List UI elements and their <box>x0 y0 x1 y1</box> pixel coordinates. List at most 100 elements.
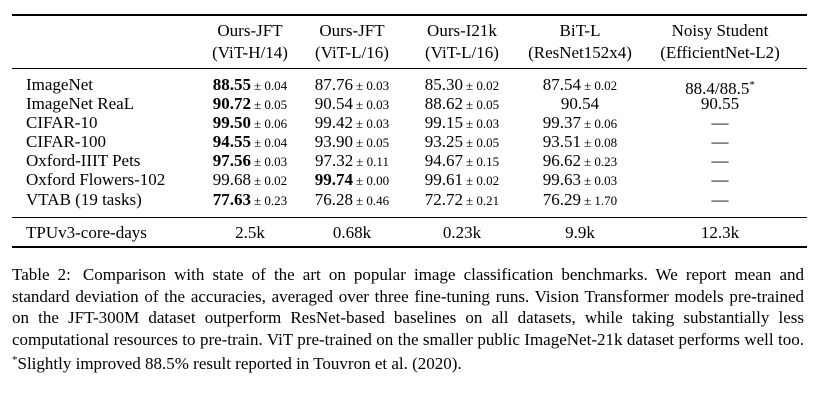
cell-std: ± 0.05 <box>466 97 500 112</box>
cell-value: 76.28 <box>314 190 354 209</box>
cell-std: ± 0.23 <box>254 193 288 208</box>
table-cell: — <box>645 132 795 152</box>
cell-std: ± 0.21 <box>466 193 500 208</box>
cost-cell: 12.3k <box>700 223 740 242</box>
caption-footnote: Slightly improved 88.5% result reported … <box>17 354 462 373</box>
table-cell: 97.56 ± 0.03 <box>175 151 325 172</box>
cell-std: ± 0.15 <box>466 154 500 169</box>
caption-label: Table 2: <box>12 265 71 284</box>
cell-value: 99.63 <box>542 170 582 189</box>
cell-std: ± 0.03 <box>584 173 618 188</box>
cell-value: 90.72 <box>212 94 252 113</box>
column-header-arch: (ViT-L/16) <box>315 43 389 62</box>
table-cell: 99.37 ± 0.06 <box>505 113 655 134</box>
cell-std: ± 0.11 <box>356 154 389 169</box>
cell-std: ± 0.06 <box>254 116 288 131</box>
table-cell: 99.42 ± 0.03 <box>277 113 427 134</box>
cell-value: 88.55 <box>212 75 252 94</box>
cost-cell: 0.68k <box>332 223 372 242</box>
row-label: VTAB (19 tasks) <box>26 190 142 209</box>
cell-std: ± 0.06 <box>584 116 618 131</box>
cell-std: ± 0.02 <box>584 78 618 93</box>
column-header: Ours-JFT (ViT-L/16) <box>292 20 412 64</box>
cell-value: 94.55 <box>212 132 252 151</box>
table-cell: 90.55 <box>645 94 795 114</box>
table-cell: — <box>645 113 795 133</box>
table-cell: 93.25 ± 0.05 <box>387 132 537 153</box>
cell-std: ± 0.02 <box>466 173 500 188</box>
cell-value: 97.32 <box>315 151 354 170</box>
row-label: Oxford-IIIT Pets <box>26 151 141 170</box>
cell-std: ± 0.02 <box>254 173 288 188</box>
cell-value: 90.54 <box>560 94 600 113</box>
table-cell: 76.28 ± 0.46 <box>277 190 427 211</box>
cell-value: 93.51 <box>542 132 582 151</box>
cell-value: 87.54 <box>542 75 582 94</box>
cell-std: ± 0.05 <box>356 135 390 150</box>
table-cell: 90.72 ± 0.05 <box>175 94 325 115</box>
row-label: ImageNet ReaL <box>26 94 135 113</box>
cell-value: — <box>711 113 729 132</box>
table-cell: 97.32 ± 0.11 <box>277 151 427 172</box>
row-label: CIFAR-100 <box>26 132 106 151</box>
cell-value: 96.62 <box>542 151 582 170</box>
cell-value: — <box>711 132 729 151</box>
table-cell: 93.90 ± 0.05 <box>277 132 427 153</box>
cell-value: 88.62 <box>424 94 464 113</box>
cell-value: 97.56 <box>212 151 252 170</box>
cell-value: 99.15 <box>424 113 464 132</box>
column-header-model: BiT-L <box>559 21 601 40</box>
cell-value: 99.37 <box>542 113 582 132</box>
table-cell: 88.55 ± 0.04 <box>175 75 325 96</box>
table-cell: 99.15 ± 0.03 <box>387 113 537 134</box>
cell-value: 93.25 <box>424 132 464 151</box>
table-cell: 99.68 ± 0.02 <box>175 170 325 191</box>
row-label: Oxford Flowers-102 <box>26 170 166 189</box>
cell-footnote-mark: * <box>749 79 755 91</box>
cell-value: 90.55 <box>700 94 740 113</box>
cell-value: 99.50 <box>212 113 252 132</box>
table-cell: 90.54 <box>505 94 655 114</box>
cell-std: ± 0.03 <box>254 154 288 169</box>
cell-value: 99.68 <box>212 170 252 189</box>
cell-std: ± 0.03 <box>356 116 390 131</box>
caption-text: Comparison with state of the art on popu… <box>12 265 804 349</box>
cell-value: 76.29 <box>542 190 582 209</box>
header-rule <box>12 68 807 69</box>
column-header-arch: (ViT-H/14) <box>212 43 288 62</box>
table-cell: 90.54 ± 0.03 <box>277 94 427 115</box>
cell-std: ± 0.05 <box>254 97 288 112</box>
cell-value: 93.90 <box>314 132 354 151</box>
table-cell: — <box>645 170 795 190</box>
cell-value: 99.61 <box>424 170 464 189</box>
cost-rule <box>12 217 807 218</box>
row-label: CIFAR-10 <box>26 113 98 132</box>
cell-value: 88.4/88.5 <box>685 79 750 98</box>
cost-cell: 9.9k <box>565 223 595 242</box>
cell-std: ± 0.04 <box>254 135 288 150</box>
cell-std: ± 0.03 <box>356 97 390 112</box>
cell-std: ± 0.05 <box>466 135 500 150</box>
cell-value: 85.30 <box>424 75 464 94</box>
column-header-arch: (ViT-L/16) <box>425 43 499 62</box>
cell-std: ± 0.08 <box>584 135 618 150</box>
bottom-rule <box>12 246 807 248</box>
column-header: BiT-L (ResNet152x4) <box>510 20 650 64</box>
column-header-model: Ours-JFT <box>217 21 283 40</box>
column-header-arch: (ResNet152x4) <box>528 43 632 62</box>
cell-value: 72.72 <box>424 190 464 209</box>
table-caption: Table 2: Comparison with state of the ar… <box>12 264 804 375</box>
column-header-model: Ours-I21k <box>427 21 497 40</box>
table-cell: 93.51 ± 0.08 <box>505 132 655 153</box>
cell-value: — <box>711 170 729 189</box>
table-cell: 99.74 ± 0.00 <box>277 170 427 191</box>
cost-cell: 2.5k <box>235 223 265 242</box>
table-cell: 77.63 ± 0.23 <box>175 190 325 211</box>
footnote-mark: * <box>12 354 18 366</box>
table-cell: 88.4/88.5* <box>645 75 795 99</box>
cell-value: — <box>711 151 729 170</box>
cell-std: ± 0.02 <box>466 78 500 93</box>
column-header: Noisy Student (EfficientNet-L2) <box>635 20 805 64</box>
column-header-model: Ours-JFT <box>319 21 385 40</box>
table-cell: — <box>645 151 795 171</box>
